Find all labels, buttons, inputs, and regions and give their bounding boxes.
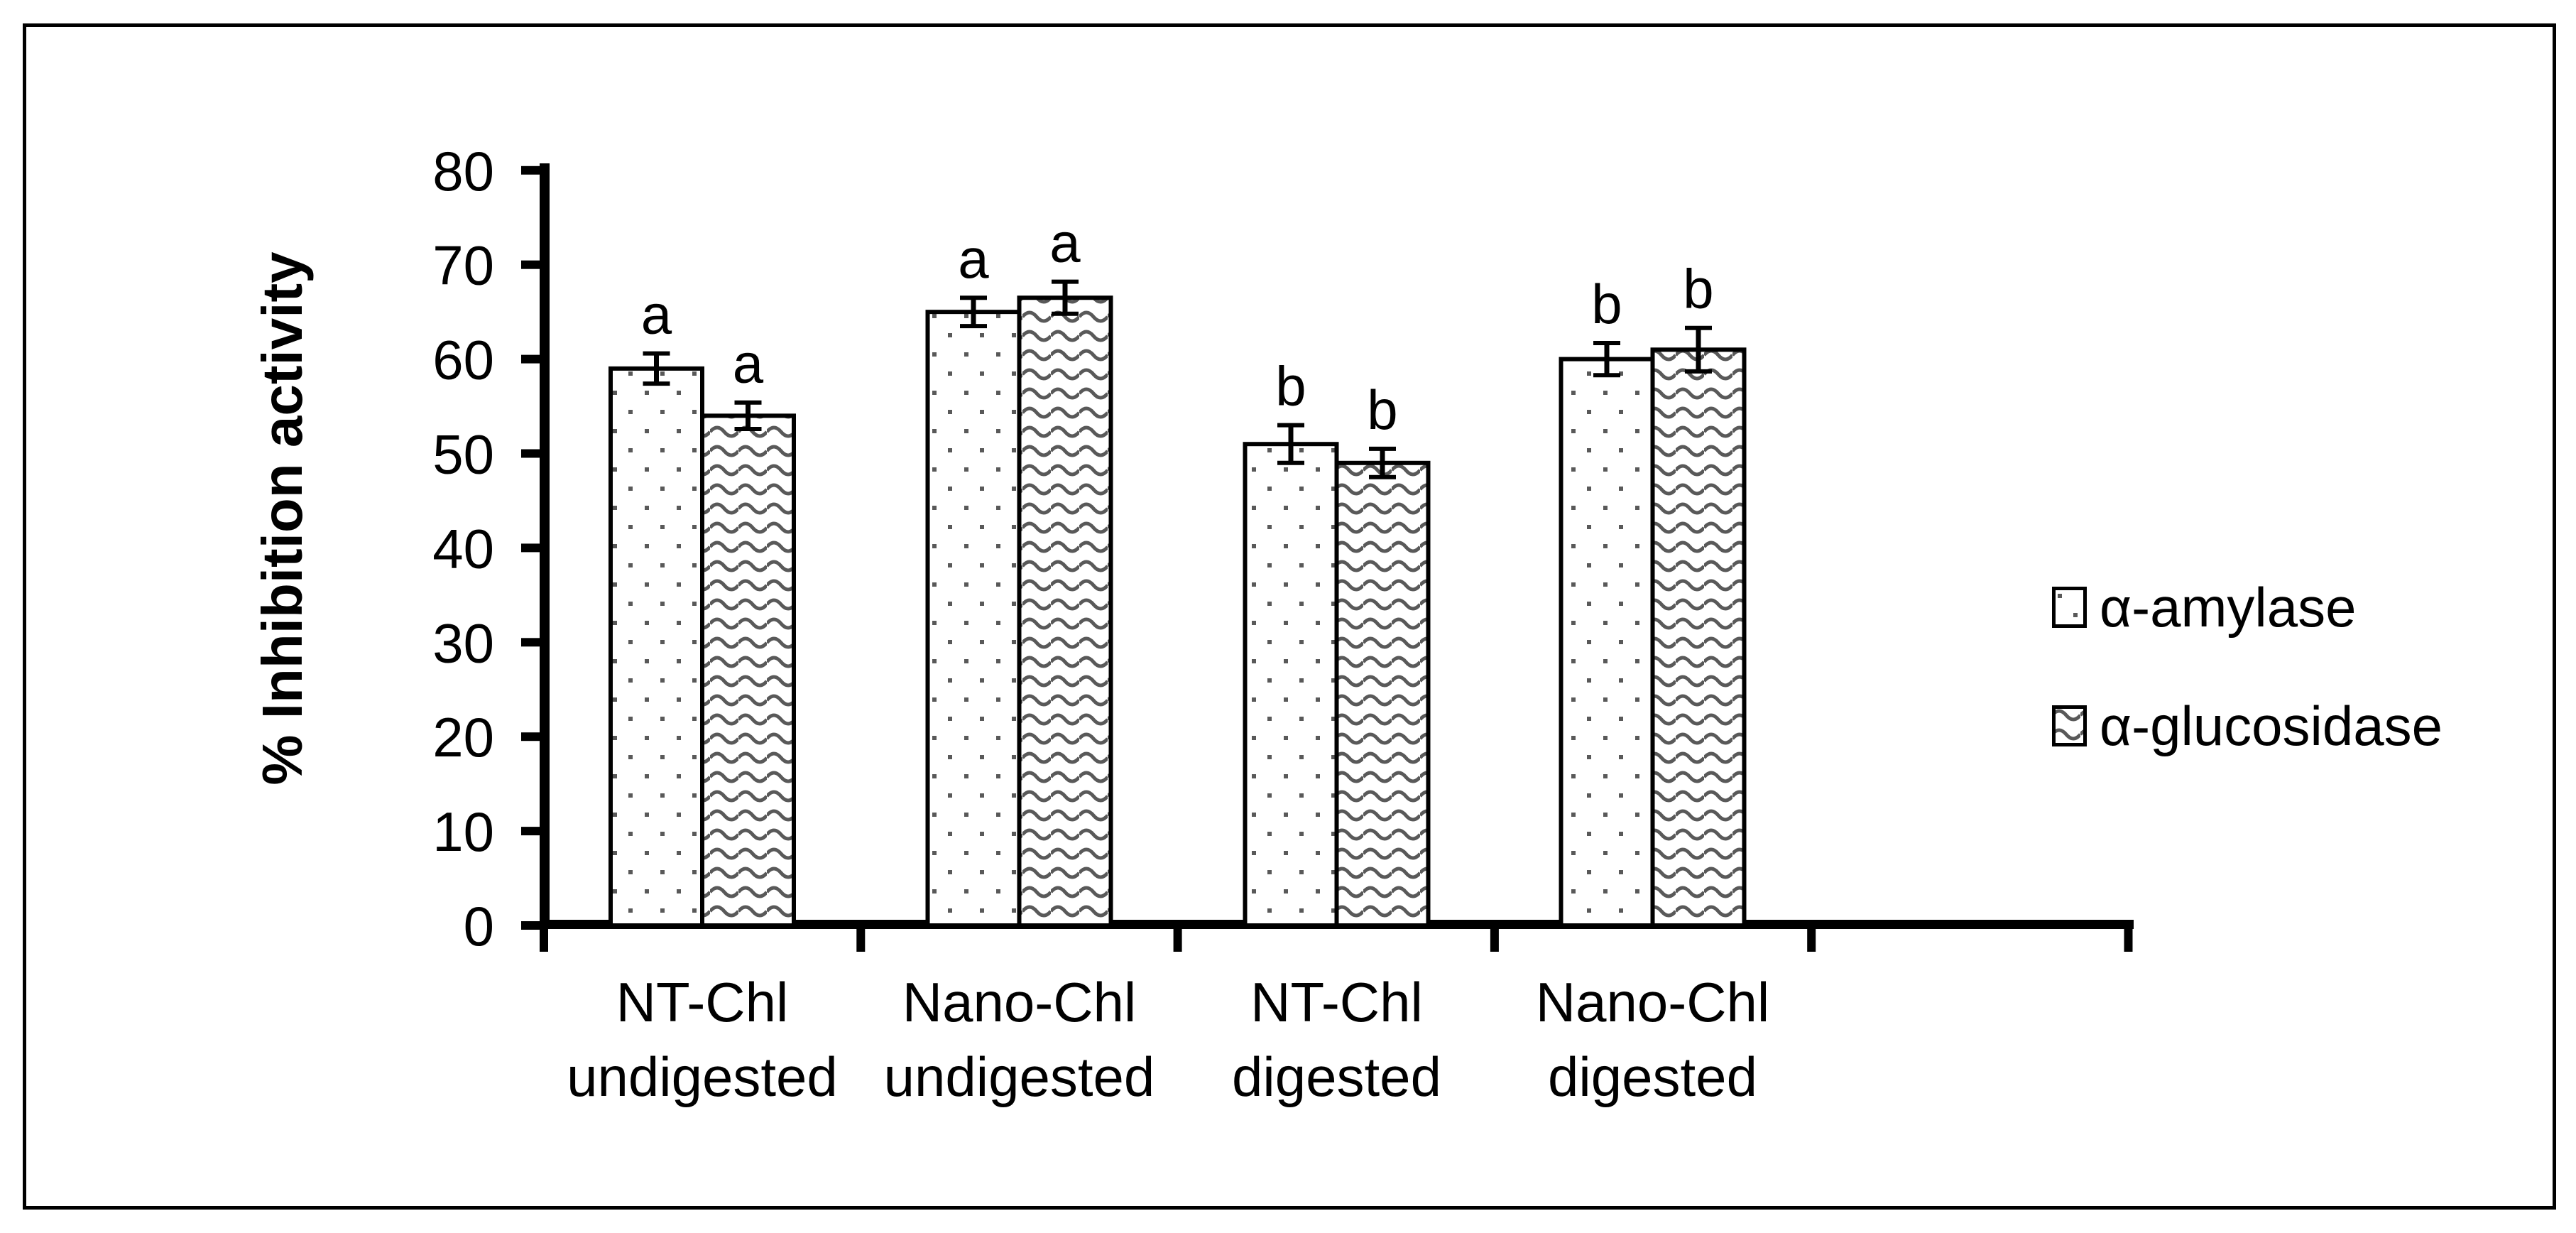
- significance-letter: a: [733, 332, 764, 395]
- error-bar: [1052, 279, 1079, 316]
- significance-letter: a: [1049, 212, 1081, 274]
- y-tick-label: 50: [432, 423, 494, 486]
- y-axis-title: % Inhibition activity: [251, 251, 314, 786]
- bar: [1017, 295, 1113, 928]
- x-tick: [1490, 920, 1499, 952]
- y-tick: [521, 165, 540, 175]
- x-category-label-line2: undigested: [567, 1045, 838, 1108]
- legend-item-amylase: α-amylase: [2052, 580, 2357, 635]
- error-bar: [960, 295, 987, 329]
- bar: [1243, 442, 1339, 928]
- significance-letter: a: [958, 227, 989, 290]
- x-category-label-line1: NT-Chl: [1250, 971, 1423, 1033]
- error-bar: [643, 351, 670, 386]
- y-tick-label: 20: [432, 706, 494, 768]
- y-tick: [521, 260, 540, 269]
- y-tick-label: 0: [464, 895, 494, 957]
- significance-letter: b: [1275, 355, 1306, 418]
- bar: [1650, 347, 1747, 928]
- chart-plot-area: 0 10 20 30 40 50 60 70 80 NT-Chl undigested Nano-Ch…: [432, 140, 2134, 1108]
- y-tick: [521, 827, 540, 836]
- x-tick: [1173, 920, 1182, 952]
- y-tick-label: 40: [432, 517, 494, 580]
- legend-label-amylase: α-amylase: [2100, 576, 2357, 639]
- y-axis: 0 10 20 30 40 50 60 70 80: [432, 140, 550, 957]
- x-tick: [856, 920, 866, 952]
- bar: [1334, 460, 1431, 928]
- x-category-label-line1: Nano-Chl: [902, 971, 1136, 1033]
- y-tick-label: 70: [432, 234, 494, 297]
- y-tick: [521, 921, 540, 930]
- x-category-label-line1: NT-Chl: [616, 971, 789, 1033]
- error-bar: [1685, 325, 1712, 374]
- x-category-label-line1: Nano-Chl: [1536, 971, 1769, 1033]
- y-tick-label: 60: [432, 329, 494, 391]
- x-tick: [2124, 920, 2133, 952]
- y-tick: [521, 732, 540, 742]
- amylase-pattern-swatch-icon: [2052, 587, 2087, 628]
- error-bar: [734, 400, 762, 431]
- significance-letter: b: [1683, 258, 1713, 320]
- x-category-label-line2: undigested: [884, 1045, 1155, 1108]
- y-tick-label: 30: [432, 612, 494, 674]
- bar: [1559, 357, 1655, 928]
- error-bar: [1593, 341, 1620, 378]
- significance-letter: b: [1591, 273, 1622, 335]
- y-tick: [521, 638, 540, 647]
- error-bar: [1369, 446, 1396, 479]
- x-axis: NT-Chl undigested Nano-Chl undigested NT-Chl…: [540, 920, 2134, 1108]
- figure-border: [23, 23, 2556, 1210]
- x-tick: [540, 920, 548, 952]
- significance-letter: a: [641, 283, 672, 346]
- x-category-label-line2: digested: [1232, 1045, 1441, 1108]
- y-tick-label: 10: [432, 800, 494, 863]
- error-bar: [1277, 423, 1304, 465]
- x-tick: [1807, 920, 1816, 952]
- bar: [700, 413, 796, 928]
- y-tick: [521, 354, 540, 364]
- legend-item-glucosidase: α-glucosidase: [2052, 698, 2443, 754]
- y-tick: [521, 449, 540, 458]
- y-tick: [521, 543, 540, 553]
- y-tick-label: 80: [432, 140, 494, 202]
- significance-letter: b: [1367, 379, 1397, 441]
- x-category-label-line2: digested: [1548, 1045, 1757, 1108]
- bar: [608, 366, 704, 928]
- glucosidase-pattern-swatch-icon: [2052, 705, 2087, 746]
- bar: [925, 310, 1022, 928]
- legend-label-glucosidase: α-glucosidase: [2100, 695, 2443, 757]
